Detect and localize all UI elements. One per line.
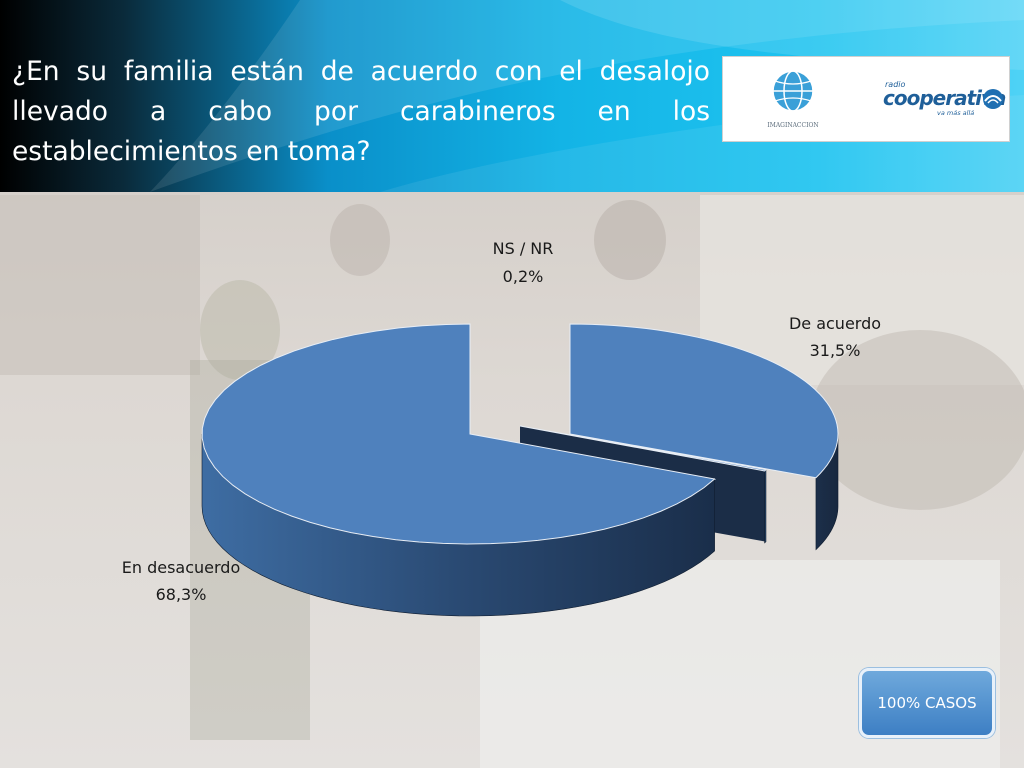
slice-top-face [519,425,767,472]
slice-value-desacuerdo: 68,3% [156,585,207,604]
slice-de-acuerdo [569,323,839,551]
slice-label-desacuerdo: En desacuerdo [122,558,241,577]
slice-value-acuerdo: 31,5% [810,341,861,360]
slice-label-nsnr: NS / NR [493,239,554,258]
logos-panel: IMAGINACCION radio cooperativa va más al… [722,56,1010,142]
slice-top-face [201,323,717,545]
logos: IMAGINACCION radio cooperativa va más al… [767,70,1007,129]
header-bar: ¿En su familia están de acuerdo con el d… [0,0,1024,192]
slice-en-desacuerdo [201,323,717,617]
left-logo-text: IMAGINACCION [767,122,818,129]
right-logo-small: radio [885,80,905,89]
slice-value-nsnr: 0,2% [503,267,544,286]
cooperativa-logo: radio cooperativa va más allá [883,80,1007,117]
page-title: ¿En su familia están de acuerdo con el d… [12,56,710,167]
slice-top-face [569,323,839,479]
globe-logo: IMAGINACCION [767,70,819,129]
slice-label-acuerdo: De acuerdo [789,314,881,333]
slice-side-wall [764,469,767,544]
cases-badge[interactable]: 100% CASOS [859,668,995,738]
slices-layer [201,323,839,617]
right-logo-tagline: va más allá [937,109,974,117]
